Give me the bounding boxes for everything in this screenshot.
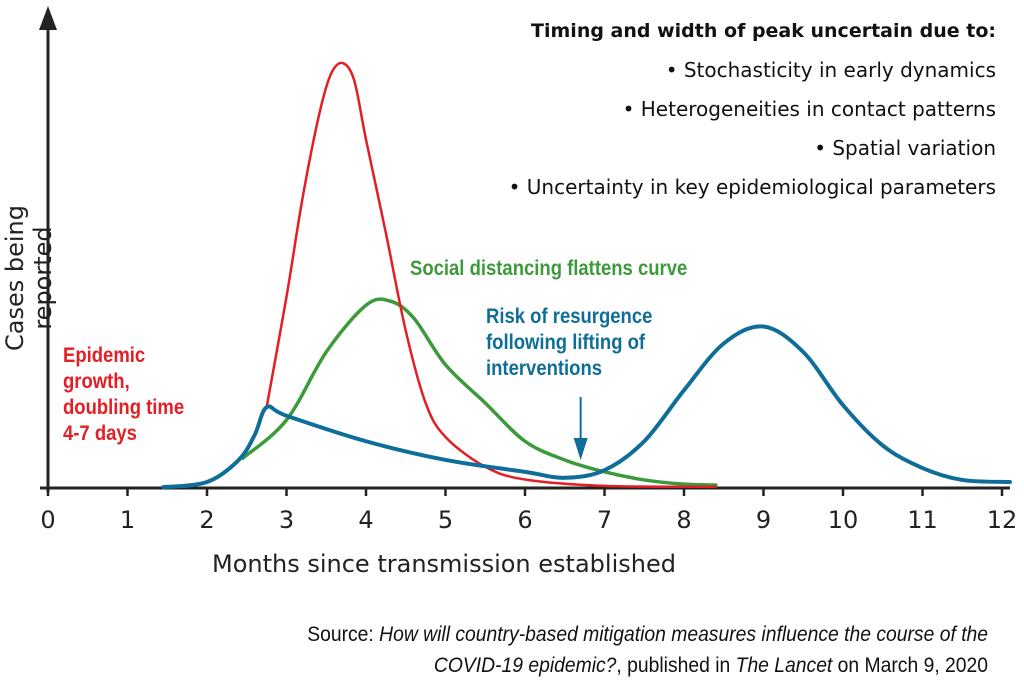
source-title-2: COVID-19 epidemic? [433,654,617,677]
x-tick-label: 7 [597,506,612,534]
notes-item: • Heterogeneities in contact patterns [622,97,996,121]
notes-item: • Spatial variation [814,136,996,160]
source-title-1: How will country-based mitigation measur… [379,623,988,646]
annotation-line: following lifting of [486,331,646,354]
x-tick-label: 9 [756,506,771,534]
series-line-2 [161,324,1012,490]
y-axis-arrowhead [39,6,57,30]
annotation-resurgence: Risk of resurgence following lifting of … [486,304,652,382]
x-tick-label: 3 [279,506,294,534]
notes-item: • Stochasticity in early dynamics [665,58,996,82]
series-line-1 [241,297,718,487]
series-line-0 [265,61,718,488]
arrow-head [573,438,588,460]
source-mid: , published in [616,654,736,677]
notes-heading: Timing and width of peak uncertain due t… [531,20,996,42]
x-tick-label: 11 [907,506,938,534]
x-tick-label: 2 [199,506,214,534]
x-tick-label: 4 [358,506,373,534]
x-tick-label: 6 [517,506,532,534]
y-axis-label: Cases being reported [1,205,57,351]
annotation-line: Risk of resurgence [486,305,653,328]
source-prefix: Source: [307,623,380,646]
annotation-line: doubling time [63,396,185,419]
annotation-line: 4-7 days [63,422,137,445]
series-lines [161,61,1012,490]
annotation-line: interventions [486,357,603,380]
annotation-line: growth, [63,370,130,393]
x-tick-label: 8 [676,506,691,534]
annotation-epidemic-growth: Epidemic growth, doubling time 4-7 days [63,343,184,447]
x-axis-label: Months since transmission established [212,550,676,578]
annotation-social-distancing: Social distancing flattens curve [410,257,688,280]
x-ticks: 0 1 2 3 4 5 6 7 8 9 10 11 12 [40,488,1017,534]
notes-item: • Uncertainty in key epidemiological par… [508,175,996,199]
x-tick-label: 0 [40,506,55,534]
uncertainty-notes: Timing and width of peak uncertain due t… [509,12,996,207]
x-tick-label: 5 [438,506,453,534]
source-citation: Source: How will country-based mitigatio… [307,619,988,681]
x-tick-label: 10 [828,506,859,534]
resurgence-arrow [573,397,588,460]
source-journal: The Lancet [735,654,833,677]
annotation-line: Epidemic [63,344,146,367]
x-tick-label: 1 [120,506,135,534]
source-date: on March 9, 2020 [832,654,988,677]
x-tick-label: 12 [987,506,1018,534]
